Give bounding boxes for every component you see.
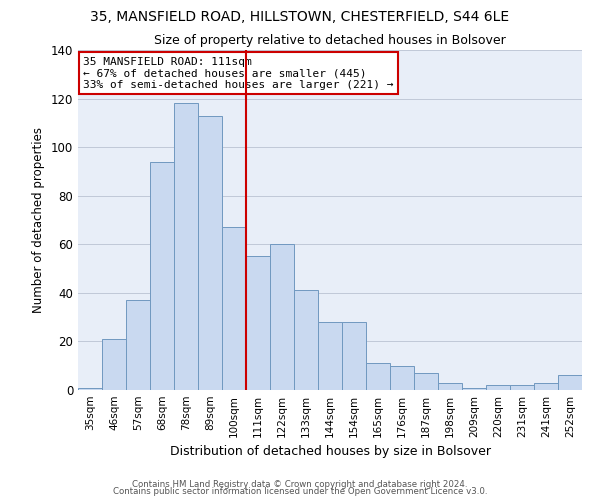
Bar — [534, 382, 558, 390]
Text: Contains public sector information licensed under the Open Government Licence v3: Contains public sector information licen… — [113, 487, 487, 496]
Bar — [438, 382, 462, 390]
Bar — [246, 256, 270, 390]
Bar — [318, 322, 342, 390]
Bar — [510, 385, 534, 390]
Y-axis label: Number of detached properties: Number of detached properties — [32, 127, 45, 313]
Bar — [198, 116, 222, 390]
Bar — [342, 322, 366, 390]
Bar — [558, 376, 582, 390]
Bar — [222, 228, 246, 390]
Bar — [366, 364, 390, 390]
Bar — [390, 366, 414, 390]
Title: Size of property relative to detached houses in Bolsover: Size of property relative to detached ho… — [154, 34, 506, 48]
Bar — [102, 339, 126, 390]
Bar — [414, 373, 438, 390]
Bar — [78, 388, 102, 390]
X-axis label: Distribution of detached houses by size in Bolsover: Distribution of detached houses by size … — [170, 446, 491, 458]
Bar — [294, 290, 318, 390]
Text: 35 MANSFIELD ROAD: 111sqm
← 67% of detached houses are smaller (445)
33% of semi: 35 MANSFIELD ROAD: 111sqm ← 67% of detac… — [83, 57, 394, 90]
Text: 35, MANSFIELD ROAD, HILLSTOWN, CHESTERFIELD, S44 6LE: 35, MANSFIELD ROAD, HILLSTOWN, CHESTERFI… — [91, 10, 509, 24]
Bar — [150, 162, 174, 390]
Bar — [462, 388, 486, 390]
Bar — [126, 300, 150, 390]
Bar — [486, 385, 510, 390]
Bar — [270, 244, 294, 390]
Bar — [174, 104, 198, 390]
Text: Contains HM Land Registry data © Crown copyright and database right 2024.: Contains HM Land Registry data © Crown c… — [132, 480, 468, 489]
